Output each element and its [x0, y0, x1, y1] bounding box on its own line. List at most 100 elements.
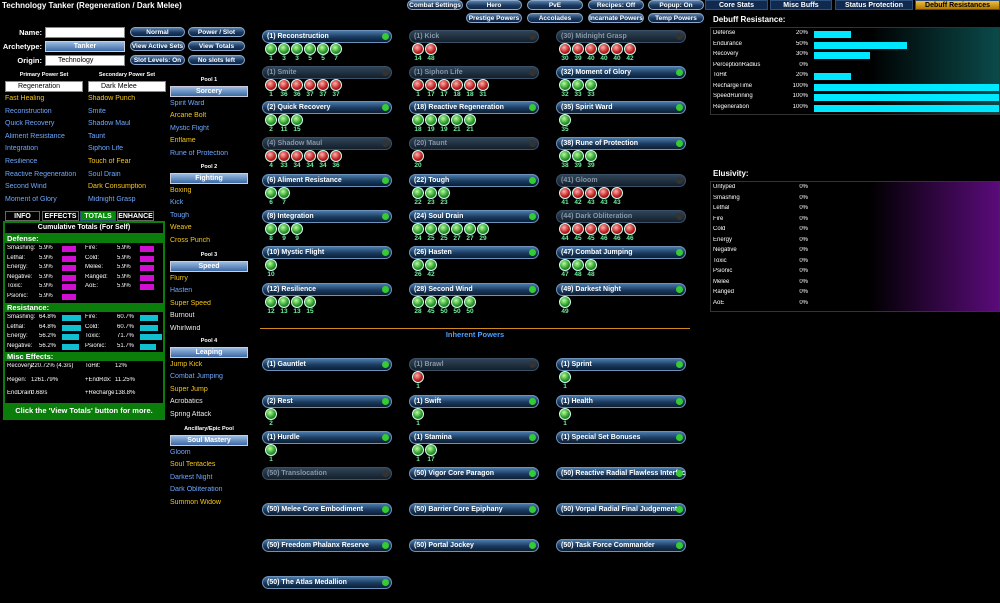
option-button[interactable]: View Totals — [188, 41, 245, 51]
top-button[interactable]: PvE — [527, 0, 583, 10]
top-button[interactable]: Combat Settings — [407, 0, 463, 10]
power-option[interactable]: Spring Attack — [170, 410, 212, 418]
power-pill[interactable]: (2) Rest — [262, 395, 392, 408]
power-option[interactable]: Second Wind — [5, 183, 47, 191]
power-pill[interactable]: (26) Hasten — [409, 246, 539, 259]
power-pill[interactable]: (1) Reconstruction — [262, 30, 392, 43]
enhancement-slot[interactable] — [317, 79, 329, 91]
power-pill[interactable]: (1) Smite — [262, 66, 392, 79]
power-pill[interactable]: (1) Kick — [409, 30, 539, 43]
power-pill[interactable]: (32) Moment of Glory — [556, 66, 686, 79]
power-option[interactable]: Integration — [5, 145, 39, 153]
set-dropdown[interactable]: Speed — [170, 261, 248, 272]
power-option[interactable]: Dark Consumption — [88, 183, 146, 191]
power-option[interactable]: Gloom — [170, 449, 191, 456]
power-pill[interactable]: (50) Reactive Radial Flawless Interface — [556, 467, 686, 480]
enhancement-slot[interactable] — [330, 79, 342, 91]
enhancement-slot[interactable] — [451, 79, 463, 91]
info-tab[interactable]: EFFECTS — [42, 211, 79, 221]
enhancement-slot[interactable] — [278, 296, 290, 308]
enhancement-slot[interactable] — [412, 296, 424, 308]
power-option[interactable]: Siphon Life — [88, 145, 124, 153]
enhancement-slot[interactable] — [438, 296, 450, 308]
enhancement-slot[interactable] — [559, 371, 571, 383]
enhancement-slot[interactable] — [572, 259, 584, 271]
power-pill[interactable]: (1) Swift — [409, 395, 539, 408]
enhancement-slot[interactable] — [291, 43, 303, 55]
set-dropdown[interactable]: Soul Mastery — [170, 435, 248, 446]
enhancement-slot[interactable] — [438, 114, 450, 126]
enhancement-slot[interactable] — [611, 223, 623, 235]
enhancement-slot[interactable] — [304, 296, 316, 308]
enhancement-slot[interactable] — [477, 79, 489, 91]
power-pill[interactable]: (41) Gloom — [556, 174, 686, 187]
power-pill[interactable]: (47) Combat Jumping — [556, 246, 686, 259]
enhancement-slot[interactable] — [291, 79, 303, 91]
enhancement-slot[interactable] — [425, 296, 437, 308]
stats-tab[interactable]: Core Stats — [705, 0, 768, 10]
enhancement-slot[interactable] — [559, 43, 571, 55]
enhancement-slot[interactable] — [412, 150, 424, 162]
power-pill[interactable]: (28) Second Wind — [409, 283, 539, 296]
origin-dropdown[interactable]: Technology — [45, 55, 125, 66]
enhancement-slot[interactable] — [265, 79, 277, 91]
enhancement-slot[interactable] — [585, 223, 597, 235]
enhancement-slot[interactable] — [585, 79, 597, 91]
enhancement-slot[interactable] — [425, 79, 437, 91]
power-option[interactable]: Kick — [170, 199, 184, 207]
power-option[interactable]: Aliment Resistance — [5, 132, 65, 140]
power-pill[interactable]: (50) Vigor Core Paragon — [409, 467, 539, 480]
power-pill[interactable]: (50) Portal Jockey — [409, 539, 539, 552]
power-option[interactable]: Rune of Protection — [170, 149, 228, 157]
power-option[interactable]: Cross Punch — [170, 236, 211, 244]
enhancement-slot[interactable] — [265, 408, 277, 420]
enhancement-slot[interactable] — [451, 296, 463, 308]
power-option[interactable]: Smite — [88, 107, 106, 115]
enhancement-slot[interactable] — [425, 223, 437, 235]
enhancement-slot[interactable] — [412, 408, 424, 420]
enhancement-slot[interactable] — [572, 79, 584, 91]
power-option[interactable]: Boxing — [170, 187, 192, 194]
enhancement-slot[interactable] — [559, 114, 571, 126]
enhancement-slot[interactable] — [572, 150, 584, 162]
enhancement-slot[interactable] — [265, 223, 277, 235]
top-button[interactable]: Recipes: Off — [588, 0, 644, 10]
enhancement-slot[interactable] — [572, 43, 584, 55]
enhancement-slot[interactable] — [425, 444, 437, 456]
power-option[interactable]: Super Jump — [170, 385, 208, 393]
enhancement-slot[interactable] — [278, 79, 290, 91]
enhancement-slot[interactable] — [412, 79, 424, 91]
power-option[interactable]: Summon Widow — [170, 498, 221, 506]
enhancement-slot[interactable] — [451, 114, 463, 126]
enhancement-slot[interactable] — [304, 43, 316, 55]
top-button[interactable]: Temp Powers — [648, 13, 704, 23]
enhancement-slot[interactable] — [412, 187, 424, 199]
power-pill[interactable]: (12) Resilience — [262, 283, 392, 296]
enhancement-slot[interactable] — [265, 296, 277, 308]
top-button[interactable]: Incarnate Powers — [588, 13, 644, 23]
enhancement-slot[interactable] — [598, 223, 610, 235]
power-pill[interactable]: (50) Translocation — [262, 467, 392, 480]
enhancement-slot[interactable] — [477, 223, 489, 235]
enhancement-slot[interactable] — [278, 114, 290, 126]
enhancement-slot[interactable] — [317, 43, 329, 55]
power-pill[interactable]: (49) Darkest Night — [556, 283, 686, 296]
power-pill[interactable]: (50) Freedom Phalanx Reserve — [262, 539, 392, 552]
power-option[interactable]: Soul Tentacles — [170, 461, 216, 469]
power-pill[interactable]: (44) Dark Obliteration — [556, 210, 686, 223]
power-option[interactable]: Combat Jumping — [170, 373, 223, 381]
power-pill[interactable]: (6) Aliment Resistance — [262, 174, 392, 187]
power-pill[interactable]: (1) Brawl — [409, 358, 539, 371]
power-pill[interactable]: (22) Tough — [409, 174, 539, 187]
enhancement-slot[interactable] — [278, 187, 290, 199]
set-dropdown[interactable]: Sorcery — [170, 86, 248, 97]
enhancement-slot[interactable] — [330, 150, 342, 162]
enhancement-slot[interactable] — [412, 259, 424, 271]
enhancement-slot[interactable] — [412, 114, 424, 126]
power-option[interactable]: Shadow Maul — [88, 120, 131, 128]
power-pill[interactable]: (50) Vorpal Radial Final Judgement — [556, 503, 686, 516]
stats-tab[interactable]: Status Protection — [835, 0, 913, 10]
option-button[interactable]: Power / Slot — [188, 27, 245, 37]
enhancement-slot[interactable] — [265, 150, 277, 162]
enhancement-slot[interactable] — [425, 114, 437, 126]
